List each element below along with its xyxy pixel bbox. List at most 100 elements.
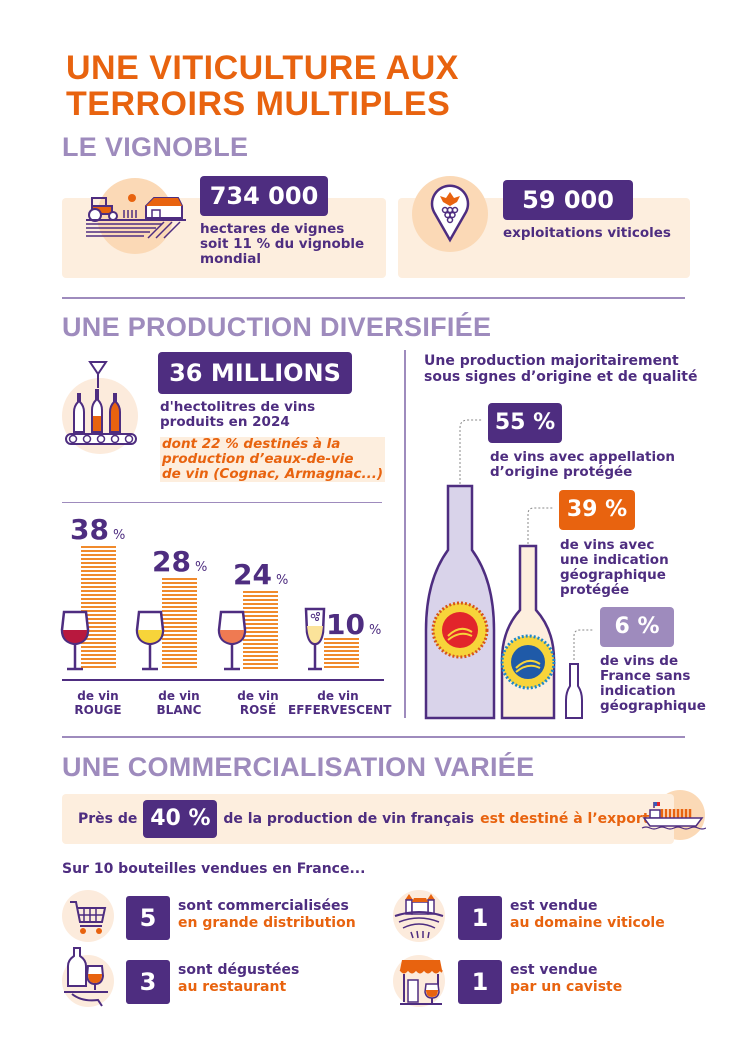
title-line-1: UNE VITICULTURE AUX	[66, 49, 459, 87]
vsig-label-line: géographique	[600, 698, 706, 714]
quality-heading: Une production majoritairement sous sign…	[424, 353, 697, 385]
page-title: UNE VITICULTURE AUX TERROIRS MULTIPLES	[66, 50, 459, 122]
export-highlight: est destiné à l’export	[480, 810, 650, 827]
champagne-flute-icon	[304, 607, 326, 671]
aop-label-line: d’origine protégée	[490, 464, 633, 480]
restaurant-label-highlight: au restaurant	[178, 979, 287, 995]
volume-value: 36 MILLIONS	[158, 352, 352, 394]
bottling-line-icon	[65, 361, 137, 445]
bar-value-effervescent: 10%	[326, 608, 381, 641]
bar-rose	[243, 591, 278, 670]
supermarket-label-line: sont commercialisées	[178, 898, 349, 914]
cat-pre: de vin	[77, 689, 119, 703]
bar-label-effervescent: de vin EFFERVESCENT	[288, 689, 391, 717]
estate-label-line: est vendue	[510, 898, 598, 914]
supermarket-label-highlight: en grande distribution	[178, 915, 356, 931]
igp-label: de vins avec une indication géographique…	[560, 538, 669, 598]
section-heading-production: UNE PRODUCTION DIVERSIFIÉE	[62, 312, 492, 342]
hectares-label-line: hectares de vignes	[200, 221, 345, 237]
export-pre: Près de	[78, 810, 138, 827]
bar-blanc	[162, 578, 197, 670]
wine-shop-label: est vendue par un caviste	[510, 962, 622, 996]
bar-rouge	[81, 546, 116, 670]
bottles-intro: Sur 10 bouteilles vendues en France...	[62, 861, 366, 877]
vsig-label: de vins de France sans indication géogra…	[600, 654, 706, 714]
vertical-divider	[404, 350, 406, 718]
pct-unit: %	[275, 573, 289, 588]
vsig-label-line: de vins de	[600, 653, 679, 669]
white-wine-glass-icon	[135, 610, 165, 671]
count-wine-shop: 1	[458, 960, 502, 1004]
estate-label-highlight: au domaine viticole	[510, 915, 665, 931]
bar-value-rose: 24%	[233, 558, 288, 591]
wine-shop-label-highlight: par un caviste	[510, 979, 623, 995]
hectares-value: 734 000	[200, 176, 328, 216]
quality-heading-line: Une production majoritairement	[424, 353, 679, 369]
hectares-label-line: mondial	[200, 251, 261, 267]
aop-label: de vins avec appellation d’origine proté…	[490, 450, 675, 480]
pct-unit: %	[194, 560, 208, 575]
aop-label-line: de vins avec appellation	[490, 449, 675, 465]
bar-effervescent	[324, 638, 359, 670]
export-mid: de la production de vin français	[223, 810, 475, 827]
volume-label-line: produits en 2024	[160, 414, 290, 430]
cognac-note-line: production d’eaux-de-vie	[162, 451, 354, 467]
export-value: 40 %	[143, 800, 218, 838]
pct-unit: %	[112, 528, 126, 543]
cat-name: ROUGE	[74, 703, 122, 717]
restaurant-label: sont dégustées au restaurant	[178, 962, 299, 996]
cat-name: ROSÉ	[239, 703, 277, 717]
hectares-label: hectares de vignes soit 11 % du vignoble…	[200, 222, 364, 267]
quality-heading-line: sous signes d’origine et de qualité	[424, 369, 698, 385]
vsig-value: 6 %	[600, 607, 674, 647]
rose-wine-glass-icon	[217, 610, 247, 671]
divider	[62, 297, 685, 299]
igp-label-line: géographique	[560, 567, 666, 583]
count-supermarket: 5	[126, 896, 170, 940]
igp-label-line: protégée	[560, 582, 630, 598]
section-heading-vignoble: LE VIGNOBLE	[62, 132, 249, 162]
title-line-2: TERROIRS MULTIPLES	[66, 85, 451, 123]
aop-value: 55 %	[488, 403, 562, 443]
cognac-note: dont 22 % destinés à la production d’eau…	[160, 436, 386, 482]
bar-label-blanc: de vin BLANC	[139, 689, 219, 717]
pct-number: 10	[326, 608, 365, 641]
supermarket-label: sont commercialisées en grande distribut…	[178, 898, 356, 932]
count-estate: 1	[458, 896, 502, 940]
cognac-note-line: de vin (Cognac, Armagnac...)	[162, 466, 384, 482]
shopping-cart-icon	[70, 901, 107, 934]
cognac-note-line: dont 22 % destinés à la	[162, 436, 341, 452]
cat-pre: de vin	[158, 689, 200, 703]
pct-number: 24	[233, 558, 272, 591]
bottles-illustration	[424, 419, 594, 720]
vsig-label-line: France sans	[600, 668, 691, 684]
pct-number: 28	[152, 545, 191, 578]
hectares-label-line: soit 11 % du vignoble	[200, 236, 365, 252]
vsig-label-line: indication	[600, 683, 676, 699]
waiter-tray-icon	[64, 947, 108, 1007]
count-restaurant: 3	[126, 960, 170, 1004]
pct-unit: %	[368, 623, 382, 638]
igp-value: 39 %	[559, 490, 635, 530]
bar-value-blanc: 28%	[152, 545, 207, 578]
volume-label-line: d'hectolitres de vins	[160, 399, 316, 415]
bar-value-rouge: 38%	[70, 513, 125, 546]
farm-tractor-icon	[86, 194, 186, 239]
wine-shop-label-line: est vendue	[510, 962, 598, 978]
chart-baseline	[62, 679, 384, 681]
wine-shop-icon	[399, 960, 443, 1005]
section-heading-commercialisation: UNE COMMERCIALISATION VARIÉE	[62, 752, 535, 782]
wine-estate-icon	[394, 894, 444, 939]
cat-pre: de vin	[317, 689, 359, 703]
estate-label: est vendue au domaine viticole	[510, 898, 665, 932]
divider	[62, 736, 685, 738]
red-wine-glass-icon	[60, 610, 90, 671]
pct-number: 38	[70, 513, 109, 546]
igp-label-line: une indication	[560, 552, 669, 568]
cat-name: BLANC	[156, 703, 202, 717]
bar-label-rouge: de vin ROUGE	[58, 689, 138, 717]
restaurant-label-line: sont dégustées	[178, 962, 300, 978]
volume-label: d'hectolitres de vins produits en 2024	[160, 400, 315, 430]
cart-icon-bg	[62, 890, 114, 942]
grape-location-pin-icon	[430, 184, 470, 243]
